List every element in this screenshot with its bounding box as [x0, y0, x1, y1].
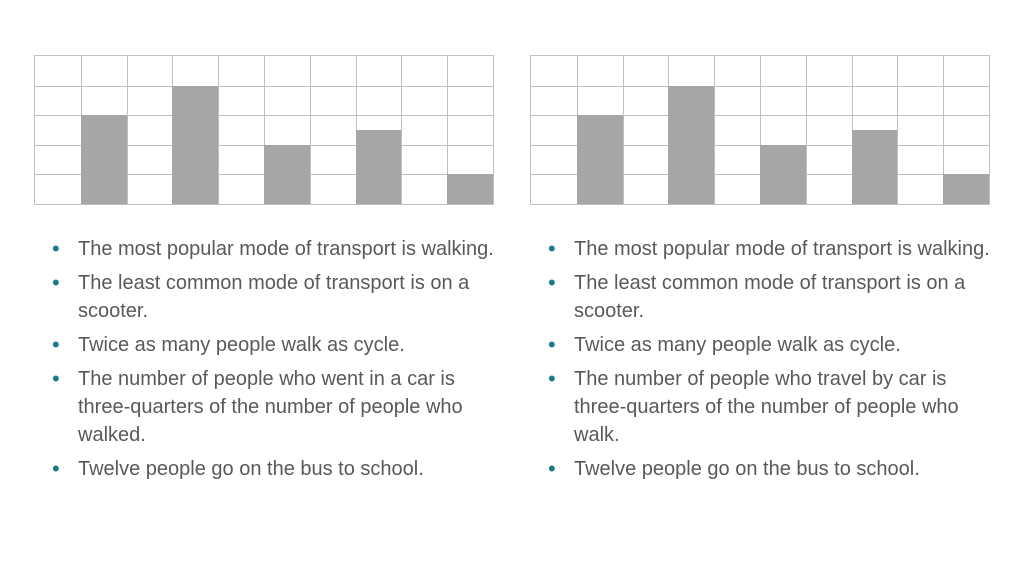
- note-item: The least common mode of transport is on…: [74, 269, 494, 325]
- bar: [852, 130, 898, 204]
- bar: [264, 145, 310, 204]
- note-item: The most popular mode of transport is wa…: [570, 235, 990, 263]
- right-notes: The most popular mode of transport is wa…: [530, 235, 990, 489]
- note-item: The least common mode of transport is on…: [570, 269, 990, 325]
- bar: [81, 115, 127, 204]
- left-notes: The most popular mode of transport is wa…: [34, 235, 494, 489]
- bar: [668, 86, 714, 204]
- note-item: The most popular mode of transport is wa…: [74, 235, 494, 263]
- bar: [943, 174, 989, 204]
- right-chart: [530, 55, 990, 205]
- note-item: Twice as many people walk as cycle.: [74, 331, 494, 359]
- left-panel: The most popular mode of transport is wa…: [34, 55, 494, 536]
- note-item: Twelve people go on the bus to school.: [570, 455, 990, 483]
- bar: [577, 115, 623, 204]
- bar: [356, 130, 402, 204]
- left-chart: [34, 55, 494, 205]
- bar: [172, 86, 218, 204]
- note-item: Twelve people go on the bus to school.: [74, 455, 494, 483]
- note-item: Twice as many people walk as cycle.: [570, 331, 990, 359]
- bar: [760, 145, 806, 204]
- bar: [447, 174, 493, 204]
- right-panel: The most popular mode of transport is wa…: [530, 55, 990, 536]
- note-item: The number of people who travel by car i…: [570, 365, 990, 449]
- note-item: The number of people who went in a car i…: [74, 365, 494, 449]
